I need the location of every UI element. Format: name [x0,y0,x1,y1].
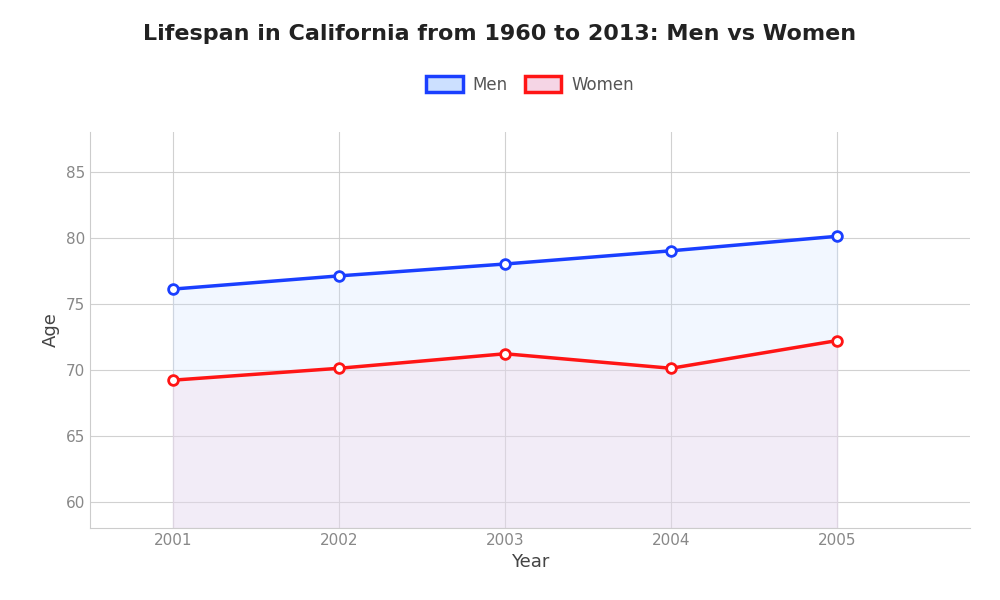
Text: Lifespan in California from 1960 to 2013: Men vs Women: Lifespan in California from 1960 to 2013… [143,24,857,44]
X-axis label: Year: Year [511,553,549,571]
Y-axis label: Age: Age [42,313,60,347]
Legend: Men, Women: Men, Women [419,69,641,100]
